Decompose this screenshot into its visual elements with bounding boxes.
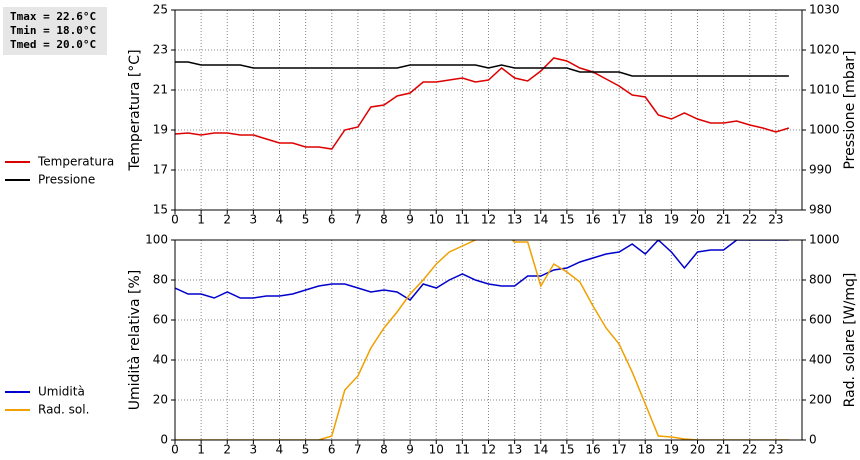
x-tick-label: 3 — [250, 213, 258, 227]
x-tick-label: 20 — [690, 443, 705, 457]
y-axis-label: Temperatura [°C] — [127, 49, 143, 171]
stats-box — [3, 7, 107, 55]
y-tick-label: 19 — [153, 123, 168, 137]
x-tick-label: 7 — [354, 213, 362, 227]
y-tick-label: 0 — [160, 433, 168, 447]
x-tick-label: 9 — [406, 443, 414, 457]
x-tick-label: 9 — [406, 213, 414, 227]
x-tick-label: 12 — [481, 213, 496, 227]
x-tick-label: 4 — [276, 443, 284, 457]
y2-tick-label: 600 — [809, 313, 832, 327]
x-tick-label: 10 — [429, 213, 444, 227]
x-tick-label: 15 — [559, 443, 574, 457]
stat-tmax: Tmax = 22.6°C — [10, 10, 96, 23]
x-tick-label: 6 — [328, 213, 336, 227]
y2-tick-label: 1000 — [809, 123, 840, 137]
y-tick-label: 23 — [153, 43, 168, 57]
y-tick-label: 60 — [153, 313, 168, 327]
y2-axis-label: Pressione [mbar] — [842, 50, 858, 169]
series-line — [175, 57, 790, 150]
x-tick-label: 6 — [328, 443, 336, 457]
x-tick-label: 8 — [380, 443, 388, 457]
y2-tick-label: 980 — [809, 203, 832, 217]
x-tick-label: 5 — [302, 443, 310, 457]
y-tick-label: 25 — [153, 3, 168, 17]
x-tick-label: 1 — [197, 443, 205, 457]
y-tick-label: 17 — [153, 163, 168, 177]
x-tick-label: 22 — [742, 443, 757, 457]
y2-tick-label: 1000 — [809, 233, 840, 247]
x-tick-label: 11 — [455, 213, 470, 227]
series-line — [175, 61, 789, 77]
y2-axis-label: Rad. solare [W/mq] — [842, 273, 858, 408]
x-tick-label: 10 — [429, 443, 444, 457]
x-tick-label: 18 — [638, 443, 653, 457]
stat-tmed: Tmed = 20.0°C — [10, 38, 96, 51]
x-tick-label: 23 — [768, 213, 783, 227]
x-tick-label: 17 — [611, 443, 626, 457]
x-tick-label: 4 — [276, 213, 284, 227]
x-tick-label: 8 — [380, 213, 388, 227]
x-tick-label: 7 — [354, 443, 362, 457]
x-tick-label: 19 — [664, 213, 679, 227]
series-line — [175, 240, 789, 440]
series-line — [175, 240, 789, 301]
legend-label: Pressione — [38, 173, 95, 187]
y2-tick-label: 990 — [809, 163, 832, 177]
y-tick-label: 100 — [145, 233, 168, 247]
legend-label: Temperatura — [37, 155, 114, 169]
x-tick-label: 16 — [585, 443, 600, 457]
y-tick-label: 80 — [153, 273, 168, 287]
x-tick-label: 0 — [171, 443, 179, 457]
x-tick-label: 2 — [223, 213, 231, 227]
y2-tick-label: 0 — [809, 433, 817, 447]
y-axis-label: Umidità relativa [%] — [127, 270, 143, 411]
x-tick-label: 15 — [559, 213, 574, 227]
x-tick-label: 13 — [507, 443, 522, 457]
y2-tick-label: 200 — [809, 393, 832, 407]
x-tick-label: 16 — [585, 213, 600, 227]
x-tick-label: 17 — [611, 213, 626, 227]
x-tick-label: 23 — [768, 443, 783, 457]
plot-frame — [174, 9, 803, 211]
x-tick-label: 11 — [455, 443, 470, 457]
y-tick-label: 15 — [153, 203, 168, 217]
x-tick-label: 3 — [250, 443, 258, 457]
plot-frame — [174, 239, 803, 441]
y2-tick-label: 800 — [809, 273, 832, 287]
x-tick-label: 13 — [507, 213, 522, 227]
x-tick-label: 20 — [690, 213, 705, 227]
x-tick-label: 14 — [533, 213, 548, 227]
x-tick-label: 21 — [716, 443, 731, 457]
legend-label: Umidità — [38, 385, 85, 399]
x-tick-label: 2 — [223, 443, 231, 457]
x-tick-label: 12 — [481, 443, 496, 457]
x-tick-label: 22 — [742, 213, 757, 227]
y2-tick-label: 1030 — [809, 3, 840, 17]
x-tick-label: 21 — [716, 213, 731, 227]
x-tick-label: 18 — [638, 213, 653, 227]
y-tick-label: 20 — [153, 393, 168, 407]
y2-tick-label: 1020 — [809, 43, 840, 57]
x-tick-label: 1 — [197, 213, 205, 227]
y-tick-label: 21 — [153, 83, 168, 97]
x-tick-label: 19 — [664, 443, 679, 457]
x-tick-label: 0 — [171, 213, 179, 227]
y2-tick-label: 1010 — [809, 83, 840, 97]
legend-label: Rad. sol. — [38, 403, 89, 417]
x-tick-label: 5 — [302, 213, 310, 227]
stat-tmin: Tmin = 18.0°C — [10, 24, 96, 37]
x-tick-label: 14 — [533, 443, 548, 457]
y-tick-label: 40 — [153, 353, 168, 367]
y2-tick-label: 400 — [809, 353, 832, 367]
